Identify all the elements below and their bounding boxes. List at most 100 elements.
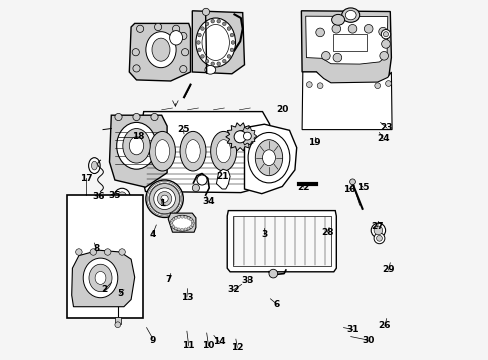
Text: 14: 14 — [213, 338, 225, 346]
Text: 10: 10 — [202, 341, 214, 350]
Text: 15: 15 — [356, 183, 369, 192]
Text: 24: 24 — [376, 134, 388, 143]
Polygon shape — [225, 123, 254, 151]
Circle shape — [187, 216, 190, 219]
Circle shape — [189, 226, 192, 229]
Circle shape — [385, 81, 390, 86]
Polygon shape — [301, 11, 390, 87]
Circle shape — [381, 40, 389, 48]
Circle shape — [170, 220, 173, 222]
Text: 19: 19 — [308, 138, 320, 147]
Text: 25: 25 — [177, 125, 189, 134]
Ellipse shape — [210, 131, 236, 171]
Circle shape — [191, 222, 194, 225]
Ellipse shape — [247, 132, 289, 183]
Text: 6: 6 — [273, 300, 280, 309]
Ellipse shape — [155, 140, 169, 163]
Circle shape — [132, 49, 139, 56]
Ellipse shape — [202, 24, 229, 60]
Circle shape — [200, 27, 204, 30]
Ellipse shape — [145, 32, 176, 68]
Text: 9: 9 — [149, 336, 156, 345]
Text: 31: 31 — [346, 325, 358, 334]
Ellipse shape — [376, 235, 382, 241]
Text: 20: 20 — [276, 105, 288, 114]
Circle shape — [226, 55, 230, 58]
Ellipse shape — [152, 38, 170, 61]
Circle shape — [349, 179, 355, 185]
Circle shape — [145, 180, 183, 217]
Polygon shape — [168, 213, 196, 232]
Text: 35: 35 — [108, 191, 120, 199]
Ellipse shape — [169, 31, 182, 45]
Circle shape — [133, 65, 140, 72]
Circle shape — [76, 249, 82, 255]
Polygon shape — [305, 16, 387, 64]
Circle shape — [205, 59, 208, 63]
Circle shape — [189, 218, 192, 221]
Circle shape — [90, 249, 96, 255]
Circle shape — [217, 62, 220, 66]
Circle shape — [210, 62, 214, 66]
Text: 30: 30 — [362, 336, 374, 345]
Circle shape — [170, 224, 173, 227]
Circle shape — [136, 25, 143, 32]
Ellipse shape — [129, 137, 143, 155]
Circle shape — [181, 228, 183, 231]
Circle shape — [118, 192, 126, 201]
Circle shape — [202, 8, 209, 15]
Circle shape — [179, 66, 186, 73]
Circle shape — [268, 269, 277, 278]
Text: 3: 3 — [261, 230, 267, 239]
Circle shape — [170, 222, 172, 225]
Text: 17: 17 — [80, 174, 92, 183]
Circle shape — [331, 24, 340, 33]
Circle shape — [192, 184, 199, 192]
Polygon shape — [302, 72, 391, 130]
Circle shape — [243, 132, 251, 140]
Circle shape — [197, 175, 206, 185]
Text: 33: 33 — [242, 276, 254, 285]
Circle shape — [172, 218, 175, 221]
Ellipse shape — [91, 161, 97, 170]
Ellipse shape — [216, 140, 230, 163]
Ellipse shape — [185, 140, 200, 163]
Circle shape — [197, 33, 201, 37]
Circle shape — [179, 32, 186, 40]
Circle shape — [133, 113, 140, 121]
Text: 22: 22 — [297, 183, 309, 192]
Circle shape — [217, 19, 220, 23]
Circle shape — [347, 24, 356, 33]
Polygon shape — [192, 11, 244, 74]
Polygon shape — [216, 169, 230, 189]
Circle shape — [114, 188, 130, 204]
Bar — [232, 216, 330, 266]
Circle shape — [230, 48, 233, 52]
Ellipse shape — [95, 271, 106, 284]
Circle shape — [222, 22, 225, 26]
Ellipse shape — [89, 264, 112, 292]
Circle shape — [191, 220, 194, 222]
Circle shape — [115, 322, 121, 328]
Circle shape — [381, 30, 390, 39]
Circle shape — [222, 59, 225, 63]
Ellipse shape — [117, 122, 156, 169]
Text: 23: 23 — [380, 123, 392, 132]
Circle shape — [181, 49, 188, 56]
Circle shape — [200, 55, 204, 58]
Circle shape — [317, 83, 322, 89]
Text: 11: 11 — [182, 341, 195, 350]
Text: 18: 18 — [132, 132, 144, 141]
Ellipse shape — [170, 215, 193, 231]
Circle shape — [181, 215, 183, 218]
Circle shape — [184, 216, 186, 219]
Text: 4: 4 — [149, 230, 156, 239]
Circle shape — [383, 32, 387, 37]
Bar — [332, 34, 366, 51]
Ellipse shape — [149, 131, 175, 171]
Polygon shape — [238, 127, 256, 145]
Circle shape — [153, 188, 175, 210]
Text: 7: 7 — [165, 275, 172, 284]
Circle shape — [321, 51, 329, 60]
Circle shape — [119, 249, 125, 255]
